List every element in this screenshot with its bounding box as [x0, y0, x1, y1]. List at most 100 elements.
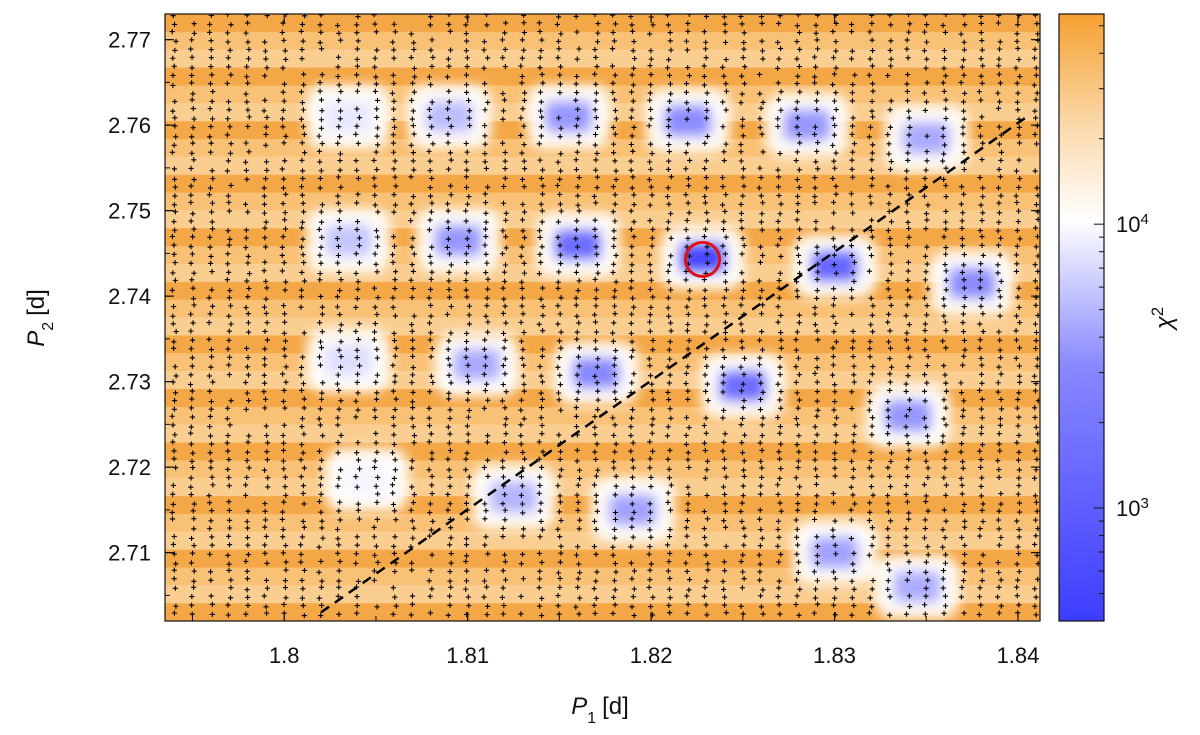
- sample-point: [666, 396, 672, 403]
- sample-point: [995, 185, 1002, 191]
- sample-point: [665, 490, 671, 496]
- sample-point: [429, 124, 435, 130]
- sample-point: [519, 501, 525, 507]
- sample-point: [353, 304, 359, 311]
- sample-point: [189, 37, 195, 43]
- sample-point: [687, 288, 693, 294]
- sample-point: [264, 14, 270, 19]
- sample-point: [500, 116, 506, 122]
- sample-point: [793, 106, 799, 112]
- sample-point: [446, 269, 452, 275]
- sample-point: [849, 131, 855, 137]
- sample-point: [1031, 82, 1037, 88]
- sample-point: [870, 142, 876, 148]
- sample-point: [1031, 373, 1038, 379]
- sample-point: [335, 536, 341, 542]
- y-tick-label: 2.71: [108, 541, 151, 566]
- sample-point: [445, 491, 451, 498]
- sample-point: [335, 22, 341, 29]
- sample-point: [812, 370, 818, 377]
- sample-point: [298, 28, 304, 35]
- sample-point: [482, 141, 488, 147]
- sample-point: [756, 71, 763, 78]
- sample-point: [942, 560, 949, 566]
- sample-point: [959, 218, 965, 224]
- sample-point: [226, 337, 232, 343]
- sample-point: [978, 14, 984, 20]
- sample-point: [188, 372, 194, 378]
- sample-point: [869, 473, 875, 479]
- sample-point: [317, 466, 323, 472]
- sample-point: [300, 603, 306, 609]
- sample-point: [189, 97, 195, 103]
- sample-point: [629, 22, 635, 28]
- sample-point: [391, 192, 397, 198]
- sample-point: [169, 287, 175, 293]
- sample-point: [591, 602, 597, 608]
- sample-point: [850, 439, 856, 445]
- sample-point: [797, 140, 803, 146]
- sample-point: [793, 415, 800, 422]
- sample-point: [996, 542, 1002, 548]
- sample-point: [756, 278, 762, 284]
- sample-point: [537, 576, 543, 582]
- sample-point: [355, 407, 361, 413]
- sample-point: [573, 81, 579, 87]
- sample-point: [741, 46, 747, 52]
- sample-point: [758, 219, 764, 225]
- sample-point: [867, 193, 873, 199]
- sample-point: [738, 321, 744, 327]
- sample-point: [849, 345, 856, 351]
- sample-point: [465, 594, 471, 600]
- sample-point: [466, 407, 472, 414]
- sample-point: [299, 56, 305, 62]
- sample-point: [740, 116, 746, 122]
- sample-point: [943, 328, 949, 334]
- sample-point: [483, 313, 489, 319]
- sample-point: [207, 569, 214, 575]
- sample-point: [683, 227, 689, 233]
- sample-point: [1015, 544, 1021, 550]
- sample-point: [245, 209, 251, 215]
- sample-point: [189, 65, 195, 71]
- sample-point: [942, 457, 948, 463]
- sample-point: [283, 379, 289, 385]
- sample-point: [335, 593, 341, 599]
- sample-point: [282, 48, 288, 54]
- sample-point: [171, 456, 177, 462]
- sample-point: [557, 81, 564, 87]
- sample-point: [869, 217, 875, 223]
- sample-point: [335, 200, 341, 206]
- sample-point: [813, 501, 820, 507]
- sample-point: [246, 149, 252, 155]
- sample-point: [500, 362, 506, 369]
- sample-point: [1015, 294, 1021, 300]
- sample-point: [831, 210, 837, 216]
- sample-point: [337, 167, 343, 173]
- sample-point: [371, 577, 377, 583]
- sample-point: [778, 329, 784, 336]
- sample-point: [941, 507, 947, 513]
- sample-point: [812, 424, 818, 430]
- sample-point: [738, 142, 744, 148]
- sample-point: [650, 347, 656, 353]
- sample-point: [888, 219, 895, 225]
- sample-point: [704, 107, 710, 114]
- sample-point: [904, 302, 910, 308]
- background-band: [165, 14, 1040, 33]
- sample-point: [171, 406, 177, 412]
- sample-point: [409, 244, 415, 250]
- sample-point: [262, 259, 268, 265]
- sample-point: [482, 388, 489, 394]
- sample-point: [885, 578, 891, 584]
- sample-point: [316, 354, 323, 360]
- sample-point: [833, 48, 839, 54]
- sample-point: [812, 80, 818, 86]
- sample-point: [850, 474, 856, 481]
- sample-point: [595, 407, 601, 413]
- sample-point: [426, 467, 432, 473]
- sample-point: [375, 209, 381, 215]
- sample-point: [556, 509, 562, 515]
- sample-point: [995, 270, 1001, 276]
- sample-point: [264, 167, 270, 173]
